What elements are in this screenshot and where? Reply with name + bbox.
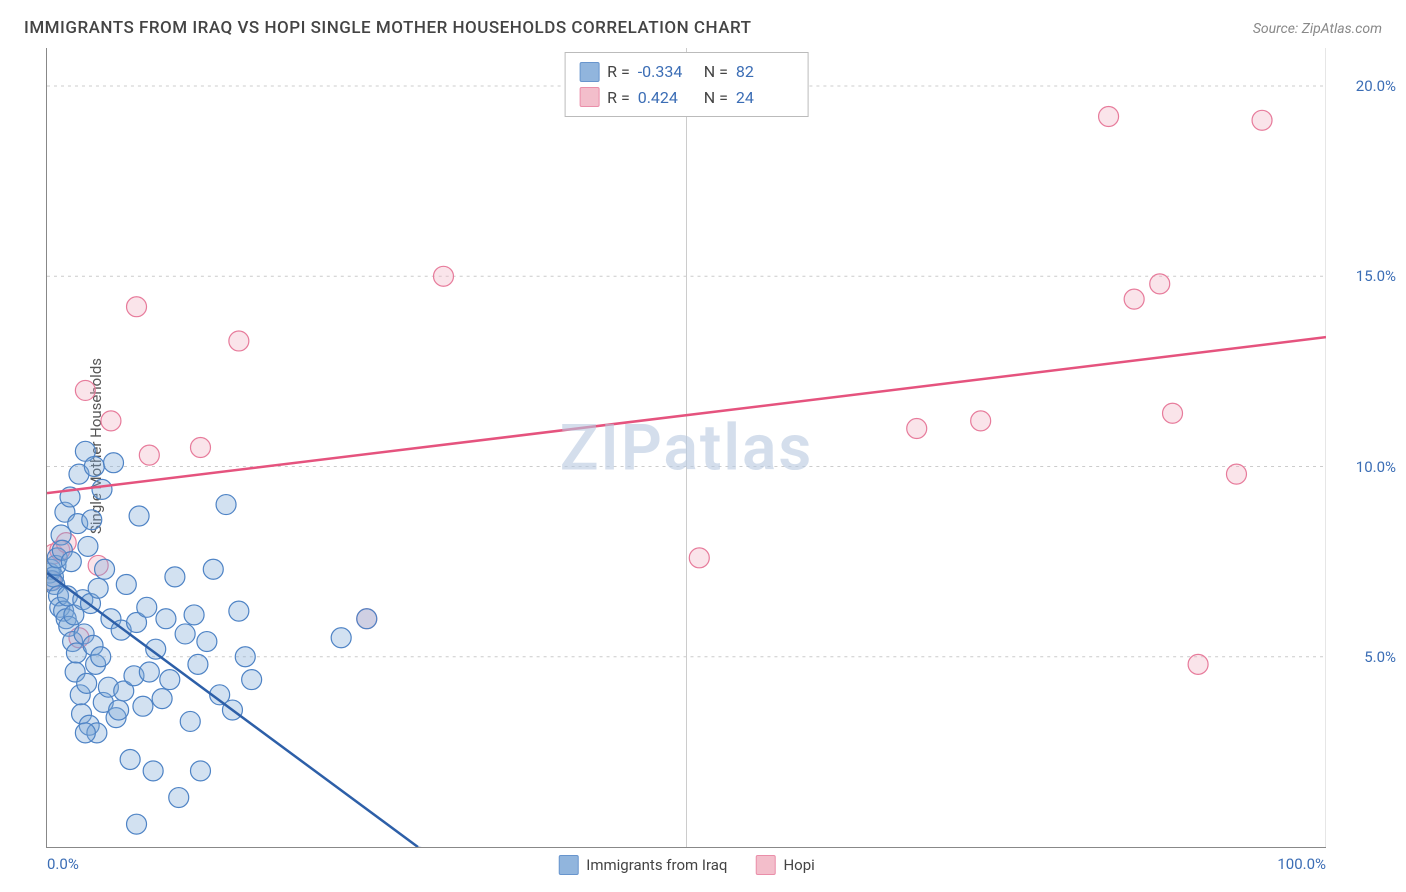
x-tick-label: 0.0% [47, 855, 79, 873]
y-tick-label: 20.0% [1356, 77, 1396, 95]
stats-row-hopi: R = 0.424 N = 24 [579, 85, 794, 111]
legend-swatch-iraq-bottom [558, 855, 578, 875]
legend-item-hopi: Hopi [755, 855, 814, 875]
chart-header: IMMIGRANTS FROM IRAQ VS HOPI SINGLE MOTH… [24, 18, 1382, 38]
n-value-iraq: 82 [736, 59, 794, 85]
n-value-hopi: 24 [736, 85, 794, 111]
stats-row-iraq: R = -0.334 N = 82 [579, 59, 794, 85]
y-tick-label: 15.0% [1356, 267, 1396, 285]
legend-item-iraq: Immigrants from Iraq [558, 855, 727, 875]
chart-source: Source: ZipAtlas.com [1253, 21, 1382, 37]
legend-swatch-hopi [579, 87, 599, 107]
scatter-chart [47, 48, 1326, 847]
x-tick-label: 100.0% [1277, 855, 1326, 873]
plot-area: ZIPatlas 5.0%10.0%15.0%20.0% 0.0%100.0% … [46, 48, 1326, 848]
r-value-iraq: -0.334 [638, 59, 696, 85]
chart-title: IMMIGRANTS FROM IRAQ VS HOPI SINGLE MOTH… [24, 18, 751, 38]
legend-swatch-iraq [579, 62, 599, 82]
y-tick-label: 5.0% [1364, 648, 1396, 666]
stats-legend-box: R = -0.334 N = 82 R = 0.424 N = 24 [564, 52, 809, 117]
r-value-hopi: 0.424 [638, 85, 696, 111]
y-tick-label: 10.0% [1356, 458, 1396, 476]
bottom-legend: Immigrants from Iraq Hopi [558, 855, 815, 875]
legend-swatch-hopi-bottom [755, 855, 775, 875]
